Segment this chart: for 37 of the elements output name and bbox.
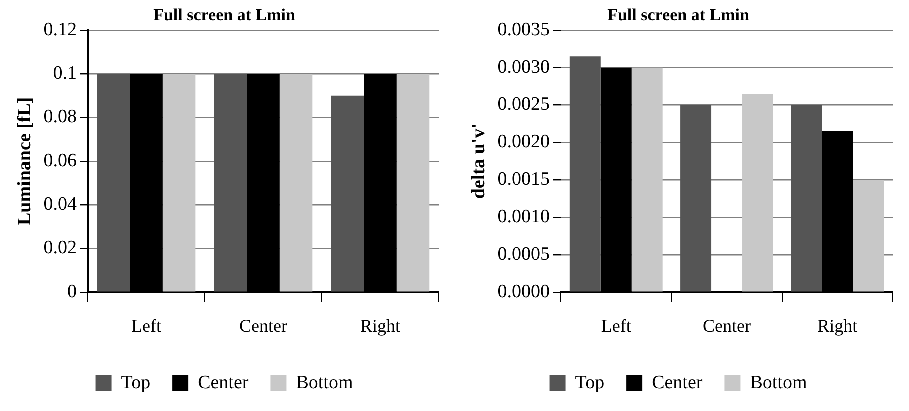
y-tick-label: 0.0000 xyxy=(498,281,550,302)
legend-label: Center xyxy=(652,372,704,394)
x-tick-label: Right xyxy=(360,316,401,336)
bar xyxy=(680,105,712,292)
x-tick-label: Right xyxy=(818,316,858,336)
y-tick-label: 0.1 xyxy=(53,63,78,84)
legend-label: Top xyxy=(121,372,151,394)
y-tick-label: 0.02 xyxy=(44,238,78,259)
legend-label: Bottom xyxy=(296,372,354,394)
x-tick-label: Center xyxy=(240,316,288,336)
bar xyxy=(632,68,663,292)
y-tick-label: 0.06 xyxy=(44,150,78,172)
y-tick-label: 0.0005 xyxy=(498,244,550,265)
bar xyxy=(791,105,822,292)
bar xyxy=(853,180,884,292)
x-tick-label: Left xyxy=(132,316,162,336)
y-tick-label: 0 xyxy=(68,281,78,302)
y-tick-label: 0.0010 xyxy=(498,206,550,228)
x-tick-label: Center xyxy=(703,316,752,336)
bar xyxy=(742,94,774,292)
bar xyxy=(570,56,601,292)
y-tick-label: 0.04 xyxy=(44,194,78,216)
chart-title: Full screen at Lmin xyxy=(608,6,750,25)
y-tick-label: 0.0025 xyxy=(498,94,550,116)
y-tick-label: 0.0030 xyxy=(498,56,550,78)
y-tick-label: 0.08 xyxy=(44,106,78,128)
legend-label: Center xyxy=(198,372,250,394)
y-axis-title: Luminance [fL] xyxy=(14,97,36,226)
y-tick-label: 0.0015 xyxy=(498,169,550,190)
y-tick-label: 0.12 xyxy=(44,19,78,40)
chart-title: Full screen at Lmin xyxy=(154,6,296,25)
legend-label: Top xyxy=(575,372,605,394)
y-axis-title: delta u'v' xyxy=(468,124,490,200)
legend-label: Bottom xyxy=(750,372,808,394)
y-tick-label: 0.0020 xyxy=(498,132,550,153)
x-tick-label: Left xyxy=(601,316,632,336)
y-tick-label: 0.0035 xyxy=(498,19,550,40)
